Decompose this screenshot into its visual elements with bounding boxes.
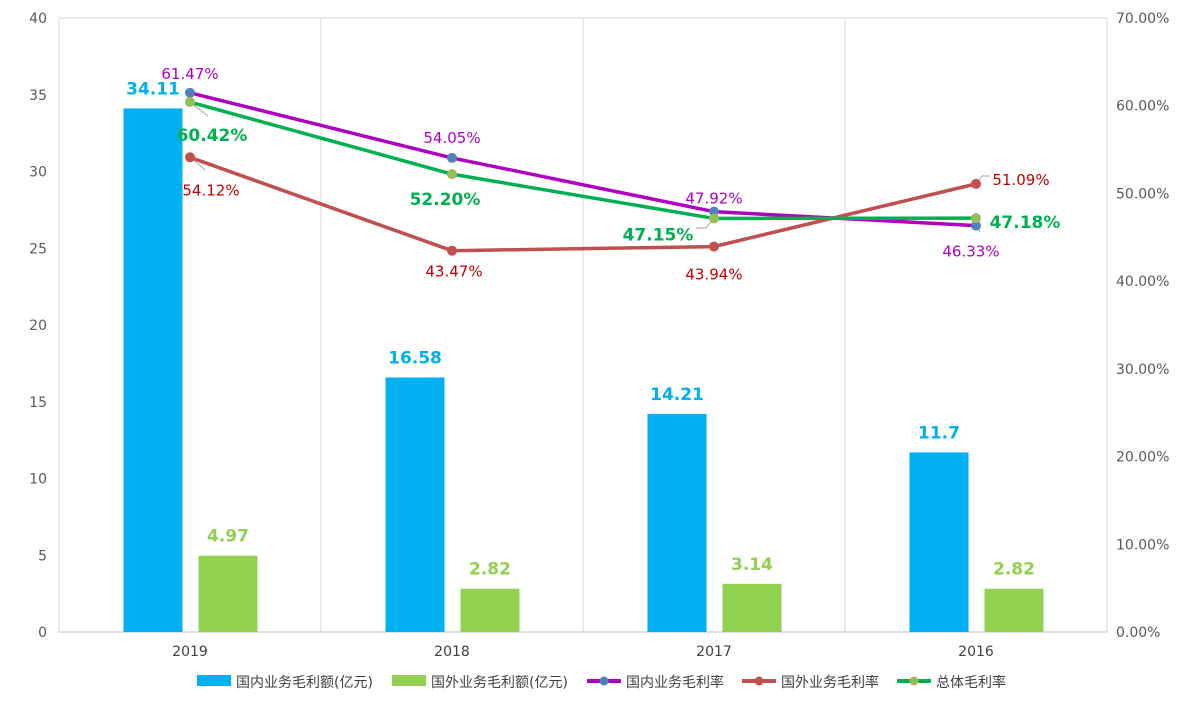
left-tick-label: 20 bbox=[29, 318, 47, 334]
legend-swatch bbox=[392, 675, 426, 686]
legend-marker bbox=[909, 676, 919, 686]
line-marker bbox=[971, 178, 981, 189]
bar bbox=[984, 588, 1044, 632]
left-tick-label: 10 bbox=[29, 472, 47, 488]
line-marker bbox=[447, 245, 457, 256]
left-tick-label: 30 bbox=[29, 165, 47, 181]
bar-data-label: 2.82 bbox=[469, 560, 511, 580]
line-marker bbox=[709, 241, 719, 252]
line-data-label: 54.05% bbox=[423, 129, 480, 147]
bar bbox=[909, 452, 969, 632]
left-tick-label: 40 bbox=[29, 11, 47, 27]
line-data-label: 43.94% bbox=[685, 266, 742, 284]
line-marker bbox=[709, 213, 719, 224]
line-marker bbox=[447, 169, 457, 180]
bar bbox=[123, 108, 183, 632]
line-data-label: 52.20% bbox=[410, 190, 481, 210]
line-data-label: 43.47% bbox=[425, 263, 482, 281]
line-marker bbox=[971, 213, 981, 224]
line-marker bbox=[185, 152, 195, 163]
line-data-label: 60.42% bbox=[177, 126, 248, 146]
line-data-label: 51.09% bbox=[992, 171, 1049, 189]
line-marker bbox=[185, 87, 195, 98]
legend-swatch bbox=[197, 675, 231, 686]
left-tick-label: 25 bbox=[29, 241, 47, 257]
bar-data-label: 4.97 bbox=[207, 527, 249, 547]
left-tick-label: 5 bbox=[38, 548, 47, 564]
legend-label: 国外业务毛利额(亿元) bbox=[431, 675, 568, 691]
left-tick-label: 15 bbox=[29, 395, 47, 411]
line-data-label: 47.15% bbox=[623, 225, 694, 245]
bar bbox=[647, 413, 707, 632]
right-tick-label: 30.00% bbox=[1116, 362, 1169, 378]
bar bbox=[722, 583, 782, 632]
left-tick-label: 0 bbox=[38, 625, 47, 641]
legend-marker bbox=[599, 676, 609, 686]
line-data-label: 47.18% bbox=[990, 213, 1061, 233]
legend-label: 国内业务毛利额(亿元) bbox=[236, 675, 373, 691]
right-tick-label: 70.00% bbox=[1116, 11, 1169, 27]
bar-data-label: 14.21 bbox=[650, 385, 704, 405]
bar bbox=[198, 555, 258, 632]
line-marker bbox=[185, 97, 195, 108]
x-tick-label: 2019 bbox=[172, 644, 208, 660]
right-tick-label: 10.00% bbox=[1116, 537, 1169, 553]
line-marker bbox=[447, 152, 457, 163]
bar bbox=[385, 377, 445, 632]
line-marker bbox=[971, 220, 981, 231]
bar bbox=[460, 588, 520, 632]
right-tick-label: 50.00% bbox=[1116, 186, 1169, 202]
x-tick-label: 2017 bbox=[696, 644, 732, 660]
legend-label: 总体毛利率 bbox=[936, 674, 1006, 691]
bar-data-label: 2.82 bbox=[993, 560, 1035, 580]
bar-data-label: 34.11 bbox=[126, 79, 180, 99]
series-line bbox=[189, 155, 977, 253]
line-data-label: 47.92% bbox=[685, 190, 742, 208]
legend-marker bbox=[754, 676, 764, 686]
right-tick-label: 40.00% bbox=[1116, 274, 1169, 290]
right-tick-label: 20.00% bbox=[1116, 450, 1169, 466]
line-data-label: 61.47% bbox=[161, 65, 218, 83]
x-tick-label: 2018 bbox=[434, 644, 470, 660]
bar-data-label: 11.7 bbox=[918, 423, 960, 443]
left-tick-label: 35 bbox=[29, 88, 47, 104]
x-tick-label: 2016 bbox=[958, 644, 994, 660]
bar-data-label: 16.58 bbox=[388, 348, 442, 368]
legend-label: 国外业务毛利率 bbox=[781, 674, 879, 691]
line-data-label: 46.33% bbox=[942, 243, 999, 261]
series-line bbox=[189, 100, 977, 221]
legend-label: 国内业务毛利率 bbox=[626, 674, 724, 691]
right-tick-label: 60.00% bbox=[1116, 99, 1169, 115]
bar-data-label: 3.14 bbox=[731, 555, 773, 575]
right-tick-label: 0.00% bbox=[1116, 625, 1160, 641]
line-data-label: 54.12% bbox=[182, 181, 239, 199]
